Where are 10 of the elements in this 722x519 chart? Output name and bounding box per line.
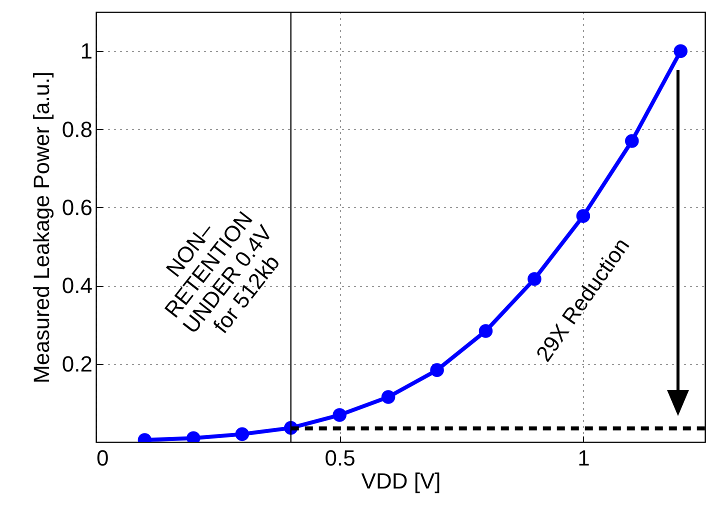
- x-tick-label: 0.5: [324, 446, 356, 470]
- y-tick-label: 0.2: [62, 351, 92, 376]
- y-tick-label: 0.6: [62, 194, 92, 220]
- y-tick-label: 0.4: [62, 273, 92, 298]
- x-tick-label: 0: [96, 446, 109, 470]
- y-tick-label: 1: [80, 38, 92, 64]
- x-tick-label: 1: [578, 446, 590, 470]
- x-axis-title: VDD [V]: [361, 468, 441, 494]
- y-axis-title: Measured Leakage Power [a.u.]: [28, 72, 54, 384]
- y-tick-label: 0.8: [62, 116, 92, 142]
